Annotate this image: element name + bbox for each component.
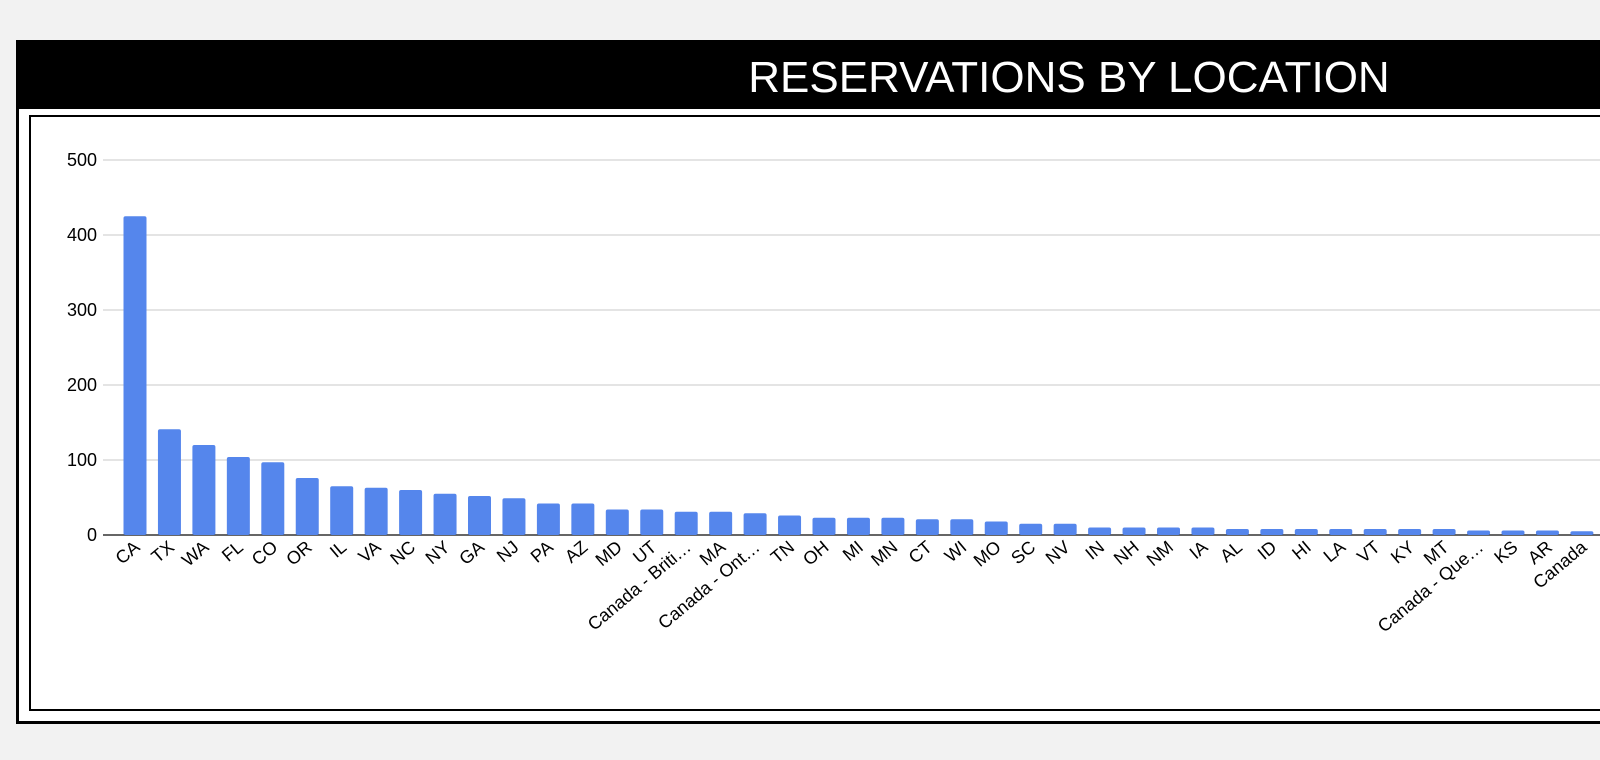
x-tick-label: MI xyxy=(839,537,867,565)
bar xyxy=(778,515,802,535)
x-tick-label: VA xyxy=(354,537,384,567)
bar xyxy=(1570,531,1594,535)
bar xyxy=(1398,529,1422,535)
bar xyxy=(1053,523,1077,535)
bar xyxy=(1019,523,1043,535)
bar xyxy=(950,519,974,535)
y-tick-label: 100 xyxy=(67,450,97,470)
x-tick-label: NM xyxy=(1143,537,1177,570)
bar xyxy=(915,519,939,535)
bars xyxy=(123,216,1594,535)
x-tick-label: OH xyxy=(799,537,833,570)
bar xyxy=(330,486,354,535)
bar xyxy=(1088,527,1112,535)
bar xyxy=(1122,527,1146,535)
x-tick-label: MD xyxy=(592,537,626,570)
x-tick-label: SC xyxy=(1007,537,1039,568)
bar xyxy=(743,513,767,535)
bar xyxy=(1363,529,1387,535)
y-tick-label: 200 xyxy=(67,375,97,395)
bar xyxy=(192,445,216,535)
x-tick-label: HI xyxy=(1288,537,1315,564)
x-tick-label: MO xyxy=(970,537,1005,571)
bar xyxy=(1329,529,1353,535)
x-tick-label: AL xyxy=(1216,537,1246,566)
x-tick-label: NY xyxy=(422,537,454,568)
x-tick-label: CA xyxy=(112,537,144,568)
x-tick-label: CO xyxy=(248,537,282,570)
y-axis-ticks: 0 100 200 300 400 500 xyxy=(67,150,97,545)
bar xyxy=(674,511,698,535)
plot-panel: 0 100 200 300 400 500 CA TX WA FL CO OR IL VA NC NY GA N… xyxy=(29,115,1600,711)
bar xyxy=(571,503,595,535)
bar xyxy=(640,509,664,535)
x-tick-label: GA xyxy=(455,537,488,569)
bar xyxy=(399,490,423,535)
bar xyxy=(536,503,560,535)
y-tick-label: 300 xyxy=(67,300,97,320)
bar xyxy=(502,498,526,535)
x-tick-label: KY xyxy=(1387,537,1418,568)
x-tick-label: WI xyxy=(941,537,971,566)
bar xyxy=(1535,530,1559,535)
bar xyxy=(1157,527,1180,535)
chart-title: RESERVATIONS BY LOCATION xyxy=(748,53,1390,102)
bar xyxy=(1225,529,1249,535)
bar xyxy=(846,517,870,535)
x-tick-label: NV xyxy=(1042,537,1074,568)
x-tick-label: IL xyxy=(326,537,350,562)
x-tick-label: TX xyxy=(148,537,178,567)
bar xyxy=(1501,530,1525,535)
bar xyxy=(1467,530,1491,535)
bar xyxy=(295,478,319,535)
bar xyxy=(984,521,1008,535)
x-tick-label: MN xyxy=(867,537,901,570)
bar xyxy=(605,509,629,535)
x-tick-label: CT xyxy=(905,537,936,568)
gridlines xyxy=(103,159,1600,536)
x-tick-label: VT xyxy=(1353,537,1383,567)
bar xyxy=(812,517,836,535)
x-tick-label: NJ xyxy=(493,537,523,566)
bar xyxy=(364,487,388,535)
bar xyxy=(709,511,733,535)
x-tick-label: OR xyxy=(282,537,316,570)
x-tick-label: AZ xyxy=(561,537,591,567)
x-tick-label: WA xyxy=(178,537,213,571)
x-tick-label: FL xyxy=(218,537,247,566)
bar xyxy=(1432,529,1456,535)
bar xyxy=(1294,529,1318,535)
y-tick-label: 400 xyxy=(67,225,97,245)
x-tick-label: ID xyxy=(1254,537,1281,564)
y-tick-label: 0 xyxy=(87,525,97,545)
bar xyxy=(881,517,905,535)
bar xyxy=(433,493,457,535)
bar xyxy=(226,457,250,535)
x-tick-label: TN xyxy=(767,537,798,568)
x-tick-label: KS xyxy=(1490,537,1521,568)
x-tick-label: NH xyxy=(1110,537,1143,569)
x-tick-label: PA xyxy=(527,537,557,567)
bar xyxy=(157,429,181,535)
x-tick-label: LA xyxy=(1320,537,1350,566)
title-bar: RESERVATIONS BY LOCATION xyxy=(19,43,1600,109)
chart-frame: RESERVATIONS BY LOCATION 0 100 200 300 400 50… xyxy=(16,40,1600,724)
bar xyxy=(261,462,285,535)
x-tick-label: NC xyxy=(386,537,419,569)
bar xyxy=(123,216,147,535)
bar xyxy=(468,496,491,535)
y-tick-label: 500 xyxy=(67,150,97,170)
x-tick-label: IA xyxy=(1186,537,1212,563)
bar xyxy=(1260,529,1284,535)
x-tick-label: IN xyxy=(1082,537,1109,564)
bar xyxy=(1191,527,1215,535)
